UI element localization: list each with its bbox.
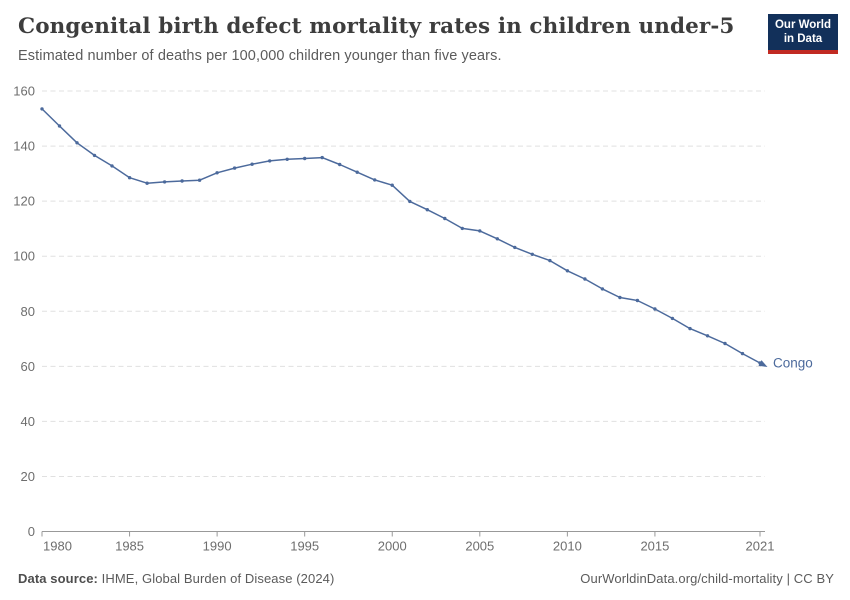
line-chart-svg[interactable]: 0 20 40 60 80 100 120 140 160 1980 1985 1990 1995 200…	[0, 80, 850, 558]
data-point[interactable]	[600, 287, 605, 291]
x-tick-label: 2021	[746, 539, 775, 554]
congo-series-line[interactable]	[41, 108, 761, 364]
data-point[interactable]	[443, 216, 447, 221]
owid-logo-line1: Our World	[774, 18, 831, 31]
data-point[interactable]	[75, 141, 79, 145]
data-point[interactable]	[303, 156, 307, 161]
data-source: Data source: IHME, Global Burden of Dise…	[18, 571, 334, 586]
x-tick-label: 1990	[203, 539, 232, 554]
data-point[interactable]	[197, 178, 202, 182]
y-tick-label: 80	[21, 304, 35, 319]
data-point[interactable]	[57, 124, 62, 128]
data-point[interactable]	[268, 159, 272, 163]
y-tick-label: 0	[28, 524, 35, 539]
chart-canvas[interactable]: 0 20 40 60 80 100 120 140 160 1980 1985 1990 1995 200…	[0, 80, 850, 558]
y-tick-label: 140	[13, 139, 35, 154]
x-tick-label: 2010	[553, 539, 582, 554]
chart-footer: Data source: IHME, Global Burden of Dise…	[18, 571, 834, 586]
data-point[interactable]	[373, 178, 377, 182]
chart-title: Congenital birth defect mortality rates …	[18, 14, 735, 39]
data-point[interactable]	[670, 316, 675, 321]
data-point[interactable]	[250, 162, 254, 166]
data-point[interactable]	[740, 351, 745, 356]
y-tick-label: 100	[13, 249, 35, 264]
data-point[interactable]	[635, 298, 640, 303]
y-tick-label: 160	[13, 84, 35, 99]
data-point[interactable]	[530, 252, 534, 256]
x-tick-label: 1985	[115, 539, 144, 554]
data-point[interactable]	[127, 176, 132, 180]
credit-link[interactable]: OurWorldinData.org/child-mortality | CC …	[580, 571, 834, 586]
y-tick-label: 60	[21, 359, 35, 374]
data-point[interactable]	[548, 258, 552, 263]
y-tick-label: 120	[13, 194, 35, 209]
chart-subtitle: Estimated number of deaths per 100,000 c…	[18, 47, 502, 64]
data-point[interactable]	[285, 157, 289, 161]
line-end-arrow-icon	[758, 360, 768, 368]
data-point[interactable]	[162, 180, 167, 184]
y-tick-label: 20	[21, 469, 35, 484]
owid-logo-line2: in Data	[783, 33, 823, 45]
data-point[interactable]	[215, 171, 219, 175]
data-point[interactable]	[513, 245, 517, 250]
data-point[interactable]	[180, 179, 184, 183]
data-point[interactable]	[618, 295, 622, 300]
data-point[interactable]	[688, 326, 692, 331]
data-point[interactable]	[478, 229, 482, 233]
data-point[interactable]	[460, 226, 464, 231]
data-point[interactable]	[565, 269, 570, 273]
data-point[interactable]	[92, 153, 97, 158]
data-point[interactable]	[705, 334, 710, 338]
data-point[interactable]	[583, 277, 587, 281]
data-point[interactable]	[355, 170, 359, 174]
data-point[interactable]	[338, 162, 342, 167]
data-point[interactable]	[232, 166, 237, 170]
data-source-text: IHME, Global Burden of Disease (2024)	[97, 571, 335, 586]
data-source-label: Data source:	[18, 571, 98, 586]
y-tick-label: 40	[21, 414, 35, 429]
data-point[interactable]	[425, 208, 429, 212]
data-point[interactable]	[390, 183, 394, 187]
data-point[interactable]	[653, 307, 657, 311]
data-point[interactable]	[408, 199, 412, 204]
data-point[interactable]	[145, 181, 149, 185]
data-point[interactable]	[110, 164, 114, 168]
x-tick-label: 1980	[43, 539, 72, 554]
x-tick-label: 2000	[378, 539, 407, 554]
x-tick-label: 2015	[640, 539, 669, 554]
x-tick-label: 1995	[290, 539, 319, 554]
data-point[interactable]	[495, 237, 499, 241]
series-end-label[interactable]: Congo	[773, 356, 813, 371]
data-point[interactable]	[723, 341, 727, 346]
data-point[interactable]	[40, 107, 44, 111]
data-point[interactable]	[320, 155, 324, 160]
chart-header: Congenital birth defect mortality rates …	[18, 14, 838, 64]
owid-logo: Our World in Data	[768, 14, 838, 54]
x-tick-label: 2005	[465, 539, 494, 554]
